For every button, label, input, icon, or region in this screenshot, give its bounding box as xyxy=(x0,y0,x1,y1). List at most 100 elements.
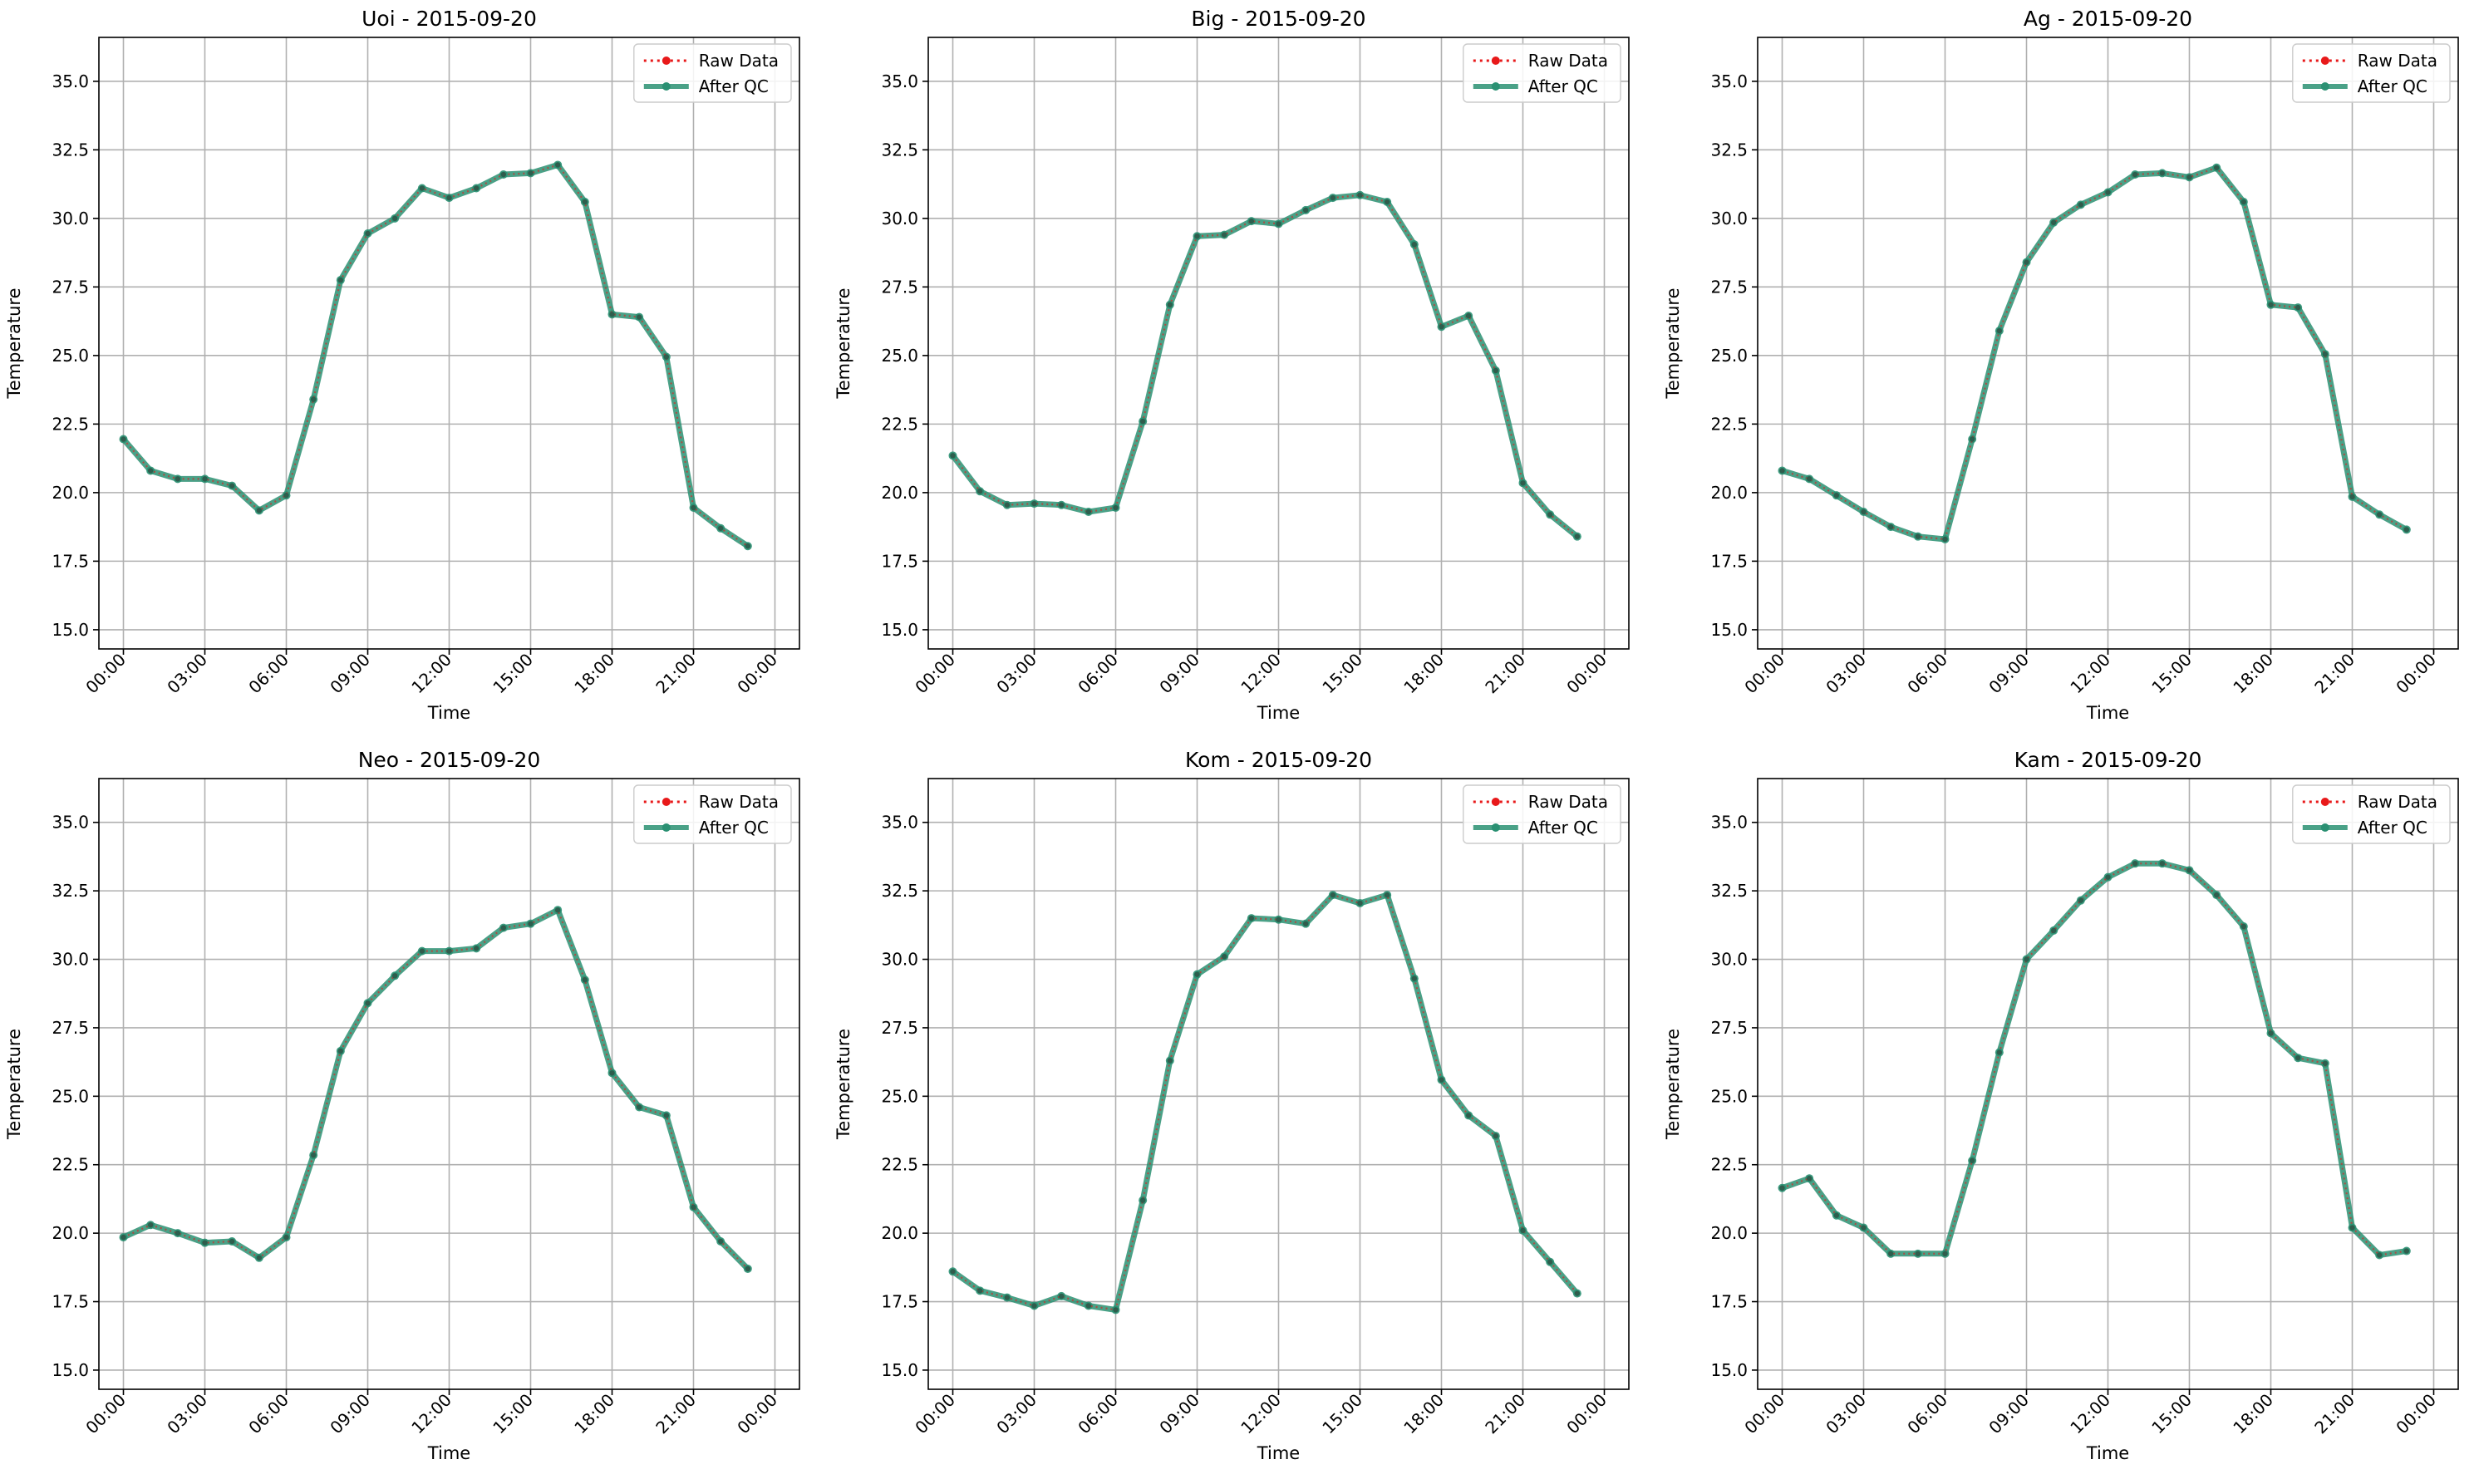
grid-lines xyxy=(1758,37,2458,649)
data-point-raw-data xyxy=(283,492,289,499)
data-point-raw-data xyxy=(2078,897,2084,903)
y-tick-label: 15.0 xyxy=(1710,1360,1748,1380)
x-tick-label: 21:00 xyxy=(1481,650,1529,698)
y-tick-label: 32.5 xyxy=(881,881,918,901)
series-line-raw-data xyxy=(1782,166,2408,541)
data-point-raw-data xyxy=(1139,1197,1146,1203)
data-point-raw-data xyxy=(2105,874,2111,880)
x-axis-label: Time xyxy=(2086,1443,2129,1463)
y-axis-label: Temperature xyxy=(834,287,853,399)
data-point-raw-data xyxy=(950,453,956,459)
x-tick-label: 15:00 xyxy=(489,1390,537,1438)
legend-label: After QC xyxy=(699,818,769,838)
data-point-raw-data xyxy=(147,468,154,474)
x-tick-label: 15:00 xyxy=(2147,650,2196,698)
data-point-raw-data xyxy=(473,185,480,191)
y-tick-label: 35.0 xyxy=(1710,71,1748,91)
data-point-raw-data xyxy=(2295,1054,2301,1061)
data-point-raw-data xyxy=(1330,892,1336,898)
data-point-raw-data xyxy=(2132,860,2138,867)
data-point-raw-data xyxy=(229,1238,235,1245)
y-axis-label: Temperature xyxy=(834,1029,853,1140)
y-tick-label: 27.5 xyxy=(881,277,918,297)
x-tick-label: 18:00 xyxy=(570,1390,618,1438)
y-tick-label: 30.0 xyxy=(1710,209,1748,228)
data-point-raw-data xyxy=(365,230,371,237)
legend-marker-raw-data xyxy=(662,57,671,65)
y-tick-label: 17.5 xyxy=(1710,551,1748,571)
series-line-after-qc xyxy=(1779,165,2410,543)
data-point-raw-data xyxy=(1113,1307,1119,1313)
x-tick-label: 18:00 xyxy=(570,650,618,698)
data-point-raw-data xyxy=(1276,221,1281,227)
x-tick-label: 15:00 xyxy=(489,650,537,698)
grid-lines xyxy=(1758,779,2458,1389)
legend-label: Raw Data xyxy=(2358,792,2437,812)
data-point-raw-data xyxy=(1833,1212,1840,1218)
series-raw-data xyxy=(121,907,751,1272)
y-tick-label: 20.0 xyxy=(881,1223,918,1243)
data-point-raw-data xyxy=(2403,527,2410,533)
series-after-qc xyxy=(948,891,1581,1314)
legend: Raw Data After QC xyxy=(2292,43,2451,103)
x-tick-label: 18:00 xyxy=(2229,650,2277,698)
series-raw-data xyxy=(950,892,1581,1313)
data-point-raw-data xyxy=(2322,351,2329,357)
chart-title: Uoi - 2015-09-20 xyxy=(362,7,537,31)
chart-title: Neo - 2015-09-20 xyxy=(358,748,541,772)
chart-panel: 15.0 17.5 20.0 22.5 25.0 27.5 30.0 32.5 35.0 00:0… xyxy=(4,748,800,1463)
x-tick-label: 03:00 xyxy=(1822,650,1870,698)
data-point-raw-data xyxy=(2268,1030,2274,1036)
x-tick-label: 00:00 xyxy=(81,650,130,698)
data-point-raw-data xyxy=(2349,494,2355,500)
y-tick-label: 35.0 xyxy=(1710,813,1748,833)
y-tick-label: 32.5 xyxy=(881,140,918,160)
data-point-raw-data xyxy=(500,171,507,178)
legend-marker-raw-data xyxy=(2320,57,2329,65)
data-point-raw-data xyxy=(2376,512,2383,518)
x-tick-label: 09:00 xyxy=(1985,1390,2033,1438)
y-tick-label: 15.0 xyxy=(52,620,89,640)
y-tick-label: 32.5 xyxy=(52,140,89,160)
y-tick-label: 35.0 xyxy=(881,813,918,833)
legend-label: After QC xyxy=(2358,818,2427,838)
data-point-raw-data xyxy=(419,948,425,954)
x-tick-label: 03:00 xyxy=(163,650,211,698)
y-tick-label: 25.0 xyxy=(1710,346,1748,366)
chart-panel: 15.0 17.5 20.0 22.5 25.0 27.5 30.0 32.5 35.0 00:0… xyxy=(4,7,800,723)
y-tick-label: 15.0 xyxy=(52,1360,89,1380)
y-tick-label: 15.0 xyxy=(881,1360,918,1380)
legend-marker-after-qc xyxy=(662,82,671,91)
grid-lines xyxy=(99,37,799,649)
chart-panel: 15.0 17.5 20.0 22.5 25.0 27.5 30.0 32.5 35.0 00:0… xyxy=(1663,7,2459,723)
data-point-raw-data xyxy=(2105,189,2111,195)
y-tick-label: 25.0 xyxy=(881,1086,918,1106)
series-after-qc xyxy=(1778,163,2411,543)
data-point-raw-data xyxy=(175,1230,181,1236)
series-raw-data xyxy=(1779,165,2410,543)
x-tick-label: 00:00 xyxy=(911,650,959,698)
data-point-raw-data xyxy=(1167,1058,1173,1064)
data-point-raw-data xyxy=(2322,1060,2329,1066)
x-tick-label: 15:00 xyxy=(1318,1390,1366,1438)
data-point-raw-data xyxy=(1969,436,1975,442)
legend-label: After QC xyxy=(1528,76,1598,96)
x-axis-label: Time xyxy=(2086,703,2129,723)
y-tick-label: 17.5 xyxy=(1710,1292,1748,1312)
data-point-raw-data xyxy=(2024,259,2029,265)
data-point-raw-data xyxy=(1779,468,1785,474)
series-line-raw-data xyxy=(1782,862,2407,1256)
data-point-raw-data xyxy=(1465,312,1472,319)
x-tick-label: 00:00 xyxy=(733,1390,781,1438)
legend-marker-raw-data xyxy=(2320,798,2329,806)
y-tick-label: 17.5 xyxy=(881,1292,918,1312)
legend-marker-after-qc xyxy=(2320,823,2329,832)
x-tick-label: 03:00 xyxy=(992,1390,1040,1438)
y-tick-label: 15.0 xyxy=(1710,620,1748,640)
data-point-raw-data xyxy=(1031,500,1037,507)
y-tick-label: 35.0 xyxy=(881,71,918,91)
y-tick-label: 27.5 xyxy=(1710,1018,1748,1038)
x-tick-label: 09:00 xyxy=(326,1390,374,1438)
